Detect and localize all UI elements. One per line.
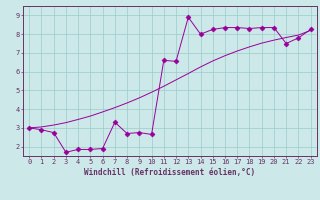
- X-axis label: Windchill (Refroidissement éolien,°C): Windchill (Refroidissement éolien,°C): [84, 168, 255, 177]
